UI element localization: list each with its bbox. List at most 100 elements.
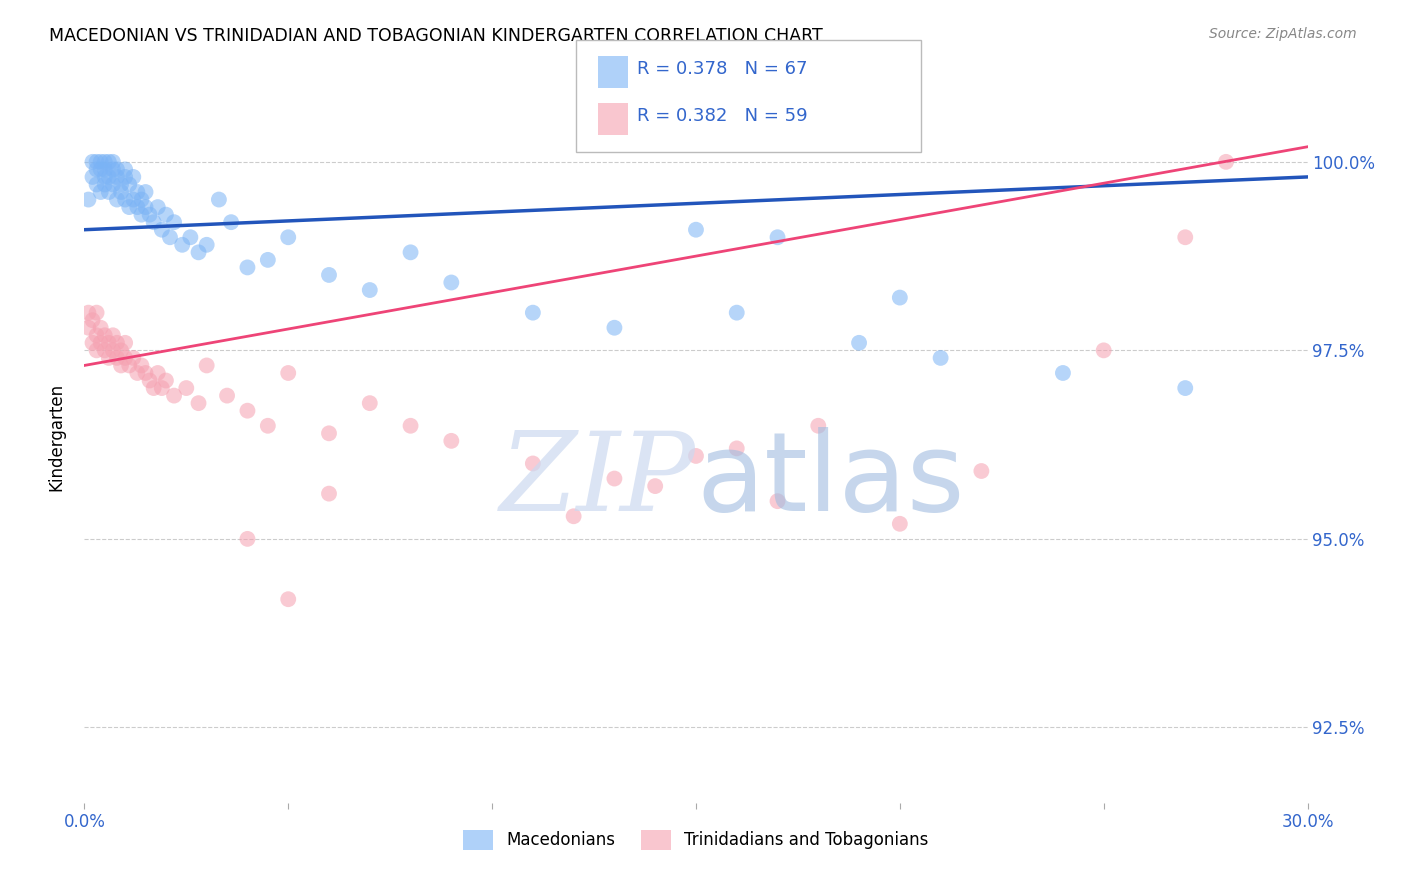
- Point: [110, 185, 132, 199]
- Point: [82, 335, 104, 350]
- Point: [257, 418, 280, 433]
- Point: [77, 306, 100, 320]
- Point: [122, 169, 145, 184]
- Point: [93, 154, 115, 169]
- Point: [77, 193, 100, 207]
- Point: [122, 351, 145, 365]
- Point: [195, 237, 218, 252]
- Point: [101, 154, 124, 169]
- Point: [105, 351, 128, 365]
- Point: [97, 154, 120, 169]
- Point: [155, 374, 177, 388]
- Point: [90, 320, 112, 334]
- Point: [208, 193, 231, 207]
- Point: [359, 396, 381, 410]
- Point: [440, 276, 463, 290]
- Point: [440, 434, 463, 448]
- Point: [82, 169, 104, 184]
- Point: [522, 457, 544, 471]
- Point: [118, 359, 141, 373]
- Point: [114, 169, 136, 184]
- Point: [118, 178, 141, 192]
- Point: [93, 169, 115, 184]
- Point: [93, 343, 115, 358]
- Point: [929, 351, 952, 365]
- Point: [131, 359, 153, 373]
- Point: [219, 215, 242, 229]
- Point: [93, 162, 115, 177]
- Point: [127, 366, 149, 380]
- Point: [122, 193, 145, 207]
- Point: [105, 335, 128, 350]
- Point: [86, 328, 108, 343]
- Point: [105, 162, 128, 177]
- Point: [318, 486, 340, 500]
- Point: [97, 185, 120, 199]
- Point: [114, 162, 136, 177]
- Point: [131, 193, 153, 207]
- Point: [146, 366, 169, 380]
- Point: [138, 374, 160, 388]
- Point: [114, 193, 136, 207]
- Point: [725, 306, 748, 320]
- Point: [399, 245, 422, 260]
- Point: [127, 185, 149, 199]
- Point: [90, 185, 112, 199]
- Point: [359, 283, 381, 297]
- Point: [562, 509, 585, 524]
- Point: [318, 426, 340, 441]
- Point: [77, 320, 100, 334]
- Point: [97, 169, 120, 184]
- Point: [257, 252, 280, 267]
- Point: [725, 442, 748, 456]
- Text: MACEDONIAN VS TRINIDADIAN AND TOBAGONIAN KINDERGARTEN CORRELATION CHART: MACEDONIAN VS TRINIDADIAN AND TOBAGONIAN…: [49, 27, 823, 45]
- Point: [101, 162, 124, 177]
- Point: [86, 306, 108, 320]
- Point: [142, 215, 165, 229]
- Point: [522, 306, 544, 320]
- Point: [110, 178, 132, 192]
- Text: ZIP: ZIP: [501, 427, 696, 534]
- Point: [318, 268, 340, 282]
- Text: atlas: atlas: [696, 427, 965, 534]
- Point: [86, 343, 108, 358]
- Point: [174, 381, 197, 395]
- Point: [114, 335, 136, 350]
- Point: [1174, 230, 1197, 244]
- Point: [90, 335, 112, 350]
- Point: [90, 162, 112, 177]
- Point: [155, 208, 177, 222]
- Point: [766, 230, 789, 244]
- Point: [1052, 366, 1074, 380]
- Point: [277, 230, 299, 244]
- Point: [685, 449, 707, 463]
- Point: [97, 335, 120, 350]
- Point: [1092, 343, 1115, 358]
- Point: [603, 471, 626, 485]
- Point: [90, 154, 112, 169]
- Point: [127, 200, 149, 214]
- Point: [110, 359, 132, 373]
- Point: [159, 230, 181, 244]
- Point: [172, 237, 194, 252]
- Point: [889, 291, 911, 305]
- Point: [163, 389, 186, 403]
- Point: [277, 592, 299, 607]
- Point: [644, 479, 666, 493]
- Point: [236, 532, 259, 546]
- Point: [86, 178, 108, 192]
- Point: [93, 328, 115, 343]
- Legend: Macedonians, Trinidadians and Tobagonians: Macedonians, Trinidadians and Tobagonian…: [457, 823, 935, 856]
- Point: [150, 223, 173, 237]
- Point: [150, 381, 173, 395]
- Point: [135, 200, 157, 214]
- Point: [807, 418, 830, 433]
- Point: [101, 328, 124, 343]
- Point: [603, 320, 626, 334]
- Point: [236, 403, 259, 417]
- Point: [163, 215, 186, 229]
- Point: [86, 154, 108, 169]
- Point: [82, 313, 104, 327]
- Point: [101, 178, 124, 192]
- Point: [217, 389, 239, 403]
